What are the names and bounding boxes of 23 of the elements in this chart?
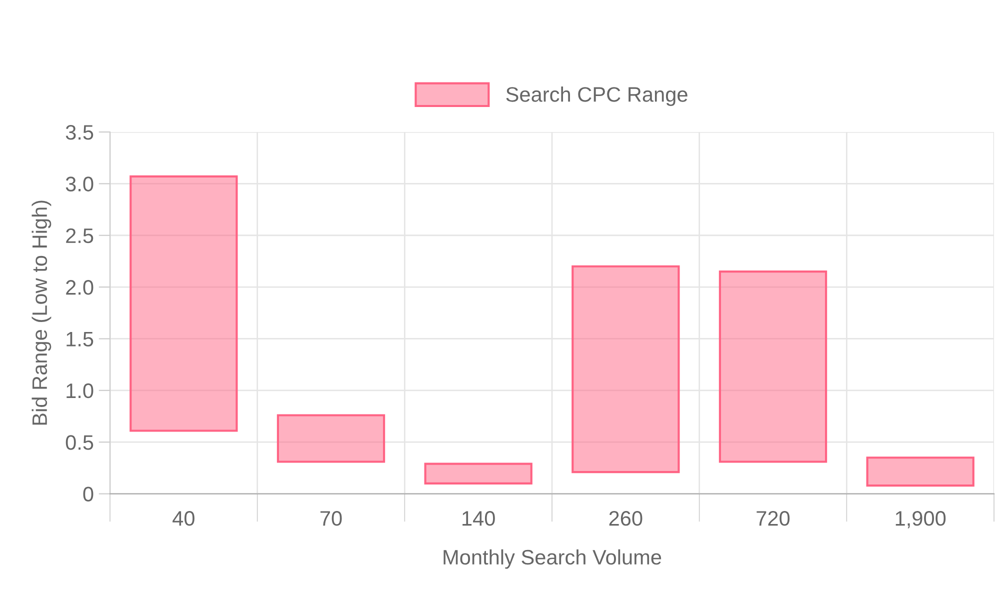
x-tick-label: 70 (320, 511, 342, 526)
y-tick-label: 1.0 (66, 383, 94, 398)
x-tick-label: 720 (756, 511, 790, 526)
y-tick-label: 2.5 (66, 228, 94, 244)
y-tick-label: 0.5 (66, 435, 94, 450)
y-tick-label: 0 (83, 486, 94, 502)
x-tick-label: 260 (609, 511, 642, 526)
y-tick-label: 1.5 (66, 332, 94, 346)
bar (718, 270, 828, 463)
y-tick-label: 2.0 (66, 280, 94, 295)
bar (866, 456, 974, 487)
bar (130, 175, 238, 432)
x-axis-title: Monthly Search Volume (444, 549, 662, 569)
x-tick-label: 40 (172, 511, 194, 526)
bar (572, 265, 680, 474)
y-axis-title: Bid Range (Low to High) (32, 200, 52, 425)
x-tick-label: 1,900 (896, 511, 946, 528)
legend-label: Search CPC Range (506, 86, 688, 106)
x-tick-label: 140 (462, 511, 495, 526)
bar (276, 414, 386, 463)
y-tick-label: 3.0 (66, 176, 94, 192)
y-tick-label: 3.5 (66, 125, 94, 140)
bar (424, 462, 532, 485)
